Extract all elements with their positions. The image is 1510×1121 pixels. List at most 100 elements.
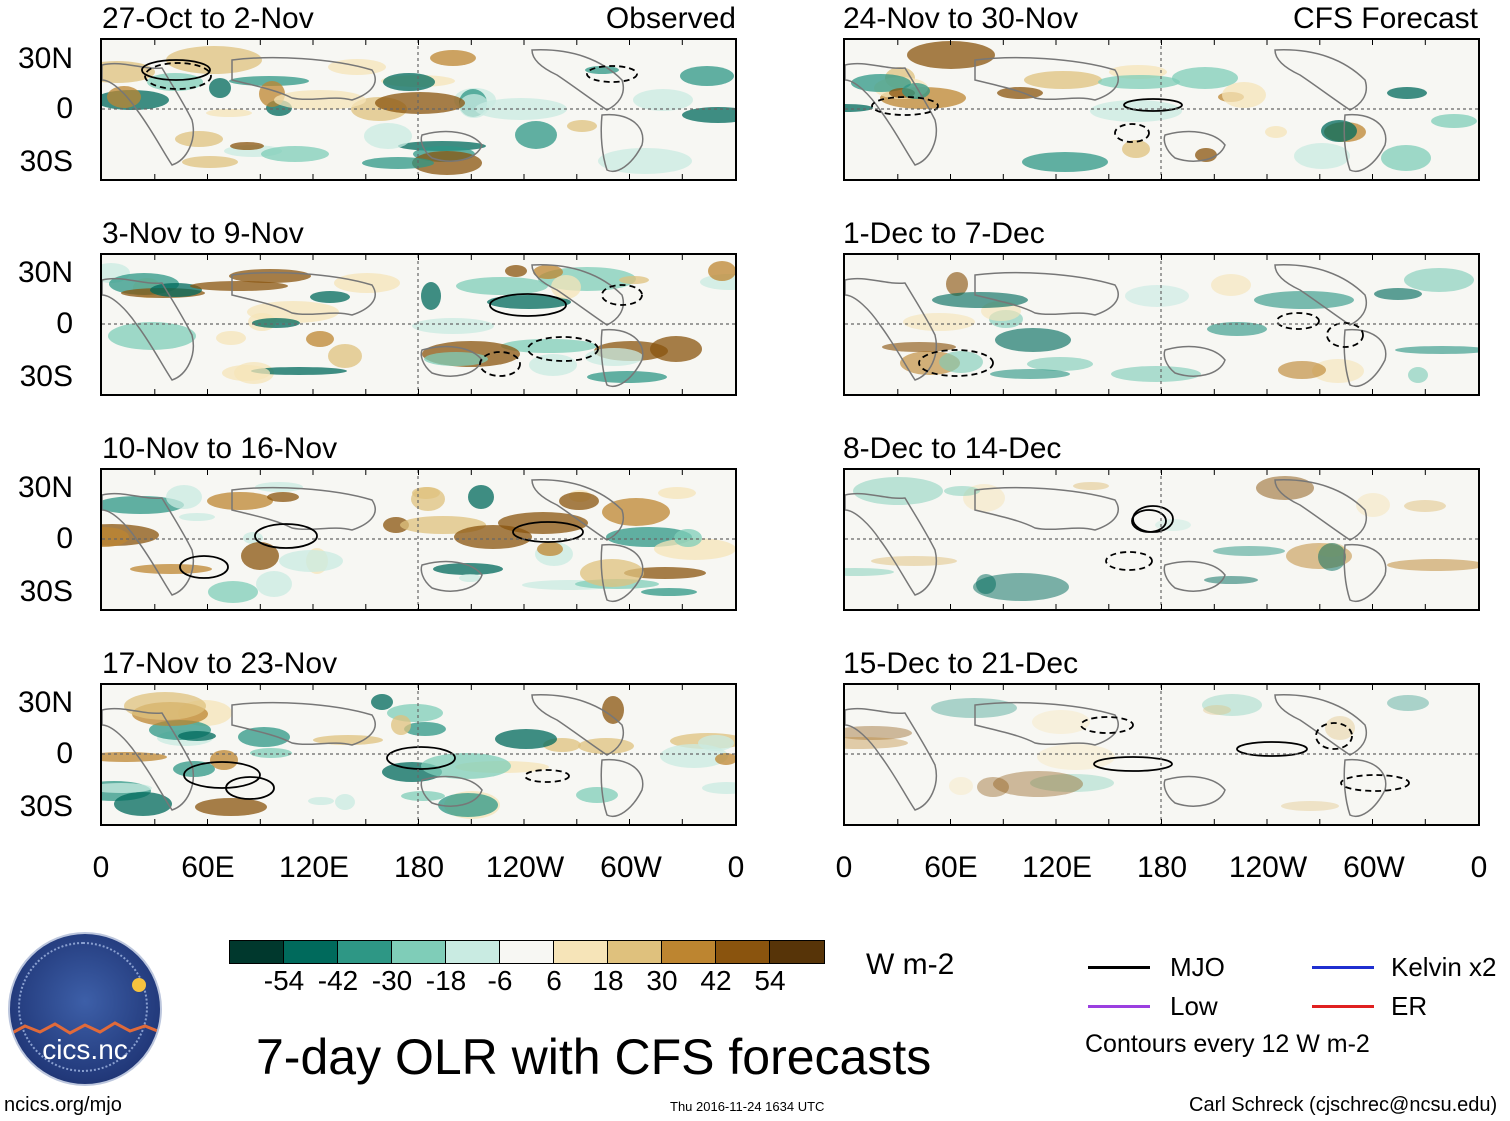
colorbar-swatch [338,941,392,963]
olr-anomaly-area [682,107,735,123]
colorbar-swatch [770,941,824,963]
mjo-contour [1080,716,1134,734]
olr-anomaly-area [209,78,231,98]
olr-anomaly-area [1321,120,1357,142]
olr-anomaly-area [1374,288,1422,300]
coastline [1163,560,1226,592]
colorbar-swatch [230,941,284,963]
olr-anomaly-area [391,715,411,735]
colorbar-label: 54 [754,965,786,996]
mjo-contour [386,746,456,770]
olr-anomaly-area [1312,359,1364,383]
map-panel-forecast-3 [843,468,1480,611]
olr-anomaly-area [468,485,494,509]
olr-anomaly-area [210,750,238,770]
legend-contours-note: Contours every 12 W m-2 [1085,1030,1370,1058]
coastline [600,113,644,172]
mjo-contour [871,96,939,116]
olr-anomaly-area [853,477,943,505]
observed-label: Observed [605,2,736,35]
olr-anomaly-area [1281,801,1339,811]
colorbar-label: -54 [263,965,305,996]
map-panel-observed-4 [100,683,737,826]
olr-anomaly-area [658,487,696,499]
x-label-60w: 60W [1343,851,1405,884]
panel-title-4: 1-Dec to 7-Dec [843,217,1045,250]
legend-mjo-label: MJO [1170,952,1225,982]
olr-anomaly-area [238,727,290,747]
olr-anomaly-area [1325,716,1355,740]
olr-anomaly-area [619,276,649,284]
coastline [1343,758,1387,817]
olr-anomaly-area [175,131,223,147]
olr-anomaly-area [977,777,1009,797]
legend-kelvin-line [1312,966,1374,969]
olr-anomaly-area [944,486,980,496]
y-label-eq: 0 [56,92,73,125]
olr-anomaly-area [1090,100,1182,122]
olr-anomaly-area [1030,774,1114,792]
olr-anomaly-area [505,265,527,277]
coastline [1274,49,1367,111]
olr-anomaly-area [1408,367,1428,383]
panel-title-6: 8-Dec to 14-Dec [843,432,1062,465]
x-label-0: 0 [835,851,853,884]
olr-anomaly-area [946,272,968,296]
olr-anomaly-area [206,109,252,117]
olr-anomaly-area [279,550,343,572]
mjo-contour [1276,312,1320,330]
olr-anomaly-area [1073,482,1109,490]
coastline [845,492,937,596]
olr-anomaly-area [1098,75,1180,89]
olr-anomaly-area [182,156,238,168]
olr-anomaly-area [997,87,1043,99]
olr-anomaly-area [267,492,299,502]
olr-anomaly-area [602,696,624,724]
olr-anomaly-area [845,726,912,740]
colorbar-label: -42 [317,965,359,996]
olr-anomaly-area [335,794,355,810]
olr-anomaly-area [932,292,1028,308]
olr-anomaly-area [208,581,258,603]
olr-anomaly-area [1265,126,1287,138]
coastline [102,492,194,596]
olr-anomaly-area [166,46,262,74]
olr-anomaly-area [421,282,441,310]
coastline [974,701,1119,746]
olr-anomaly-area [902,83,930,99]
y-label-30n: 30N [17,471,73,504]
olr-anomaly-area [931,698,1017,718]
x-label-120w: 120W [1228,851,1308,884]
olr-anomaly-area [949,777,973,795]
y-label-eq: 0 [56,522,73,555]
olr-anomaly-area [1172,67,1238,89]
coastline [231,56,376,101]
coastline [845,277,937,381]
olr-anomaly-area [1431,114,1477,128]
olr-anomaly-area [1213,546,1285,556]
olr-anomaly-area [114,792,172,816]
olr-anomaly-area [1381,145,1431,171]
x-label-0-end: 0 [727,851,745,884]
olr-anomaly-area [1024,71,1102,89]
map-panel-forecast-4 [843,683,1480,826]
olr-anomaly-area [412,151,482,175]
olr-anomaly-area [190,281,288,291]
olr-anomaly-area [130,564,212,574]
footer-url[interactable]: ncics.org/mjo [4,1094,122,1116]
mjo-contour [1114,123,1150,143]
olr-anomaly-area [456,277,548,295]
olr-anomaly-area [650,336,702,362]
olr-anomaly-area [124,692,206,720]
olr-anomaly-area [256,571,292,597]
panel-title-2: 24-Nov to 30-Nov [843,2,1079,35]
olr-anomaly-area [179,513,215,521]
x-label-60w: 60W [600,851,662,884]
olr-anomaly-area [851,74,911,92]
olr-anomaly-area [1404,500,1446,512]
colorbar-swatch [662,941,716,963]
x-label-120e: 120E [1021,851,1093,884]
olr-anomaly-area [404,722,446,736]
olr-anomaly-area [261,146,329,162]
olr-anomaly-area [567,120,597,132]
